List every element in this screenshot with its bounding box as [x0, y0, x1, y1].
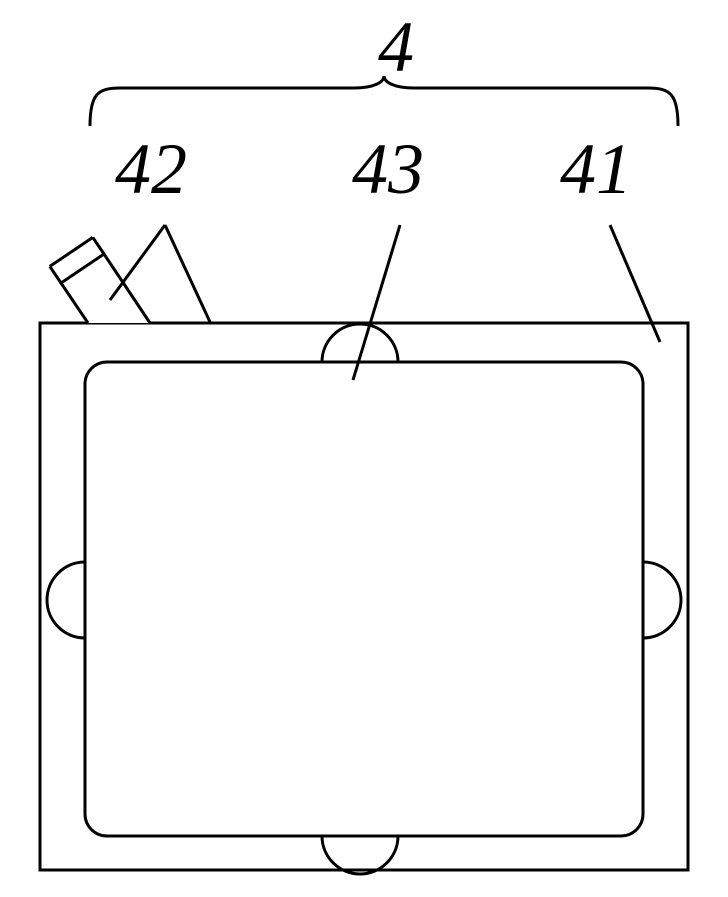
label-l43: 43: [352, 128, 424, 211]
label-l42: 42: [115, 128, 187, 211]
label-group: 4: [378, 6, 414, 89]
label-l41: 41: [560, 128, 632, 211]
